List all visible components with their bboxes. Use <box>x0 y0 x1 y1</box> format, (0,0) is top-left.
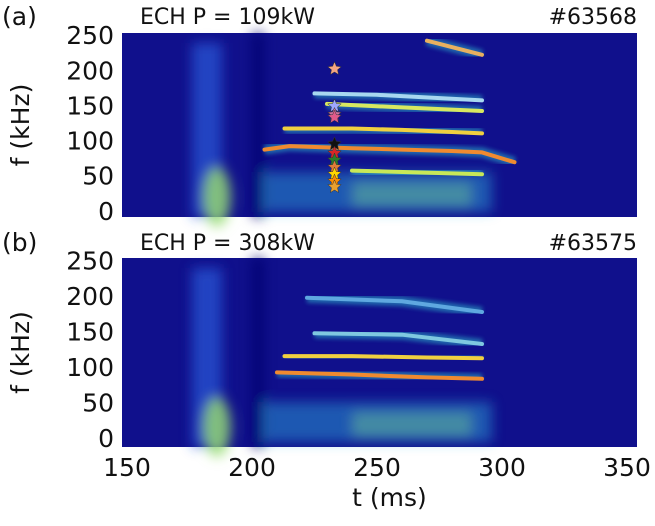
x-tick-label: 200 <box>228 453 276 482</box>
gap <box>252 33 264 217</box>
mode-line <box>305 295 484 314</box>
x-tick-label: 250 <box>353 453 401 482</box>
mode-line <box>312 331 484 346</box>
burst-core <box>203 167 231 227</box>
star-marker <box>327 61 342 76</box>
x-tick-label: 350 <box>603 453 651 482</box>
y-tick-label: 150 <box>66 317 114 346</box>
y-tick-label: 250 <box>66 21 114 50</box>
y-tick-label: 100 <box>66 127 114 156</box>
shot-number: #63575 <box>549 231 637 256</box>
y-tick-label: 150 <box>66 91 114 120</box>
panel-title: ECH P = 308kW <box>140 231 315 256</box>
x-tick-label: 150 <box>103 453 151 482</box>
noise <box>192 258 492 457</box>
y-tick-label: 50 <box>82 162 114 191</box>
panel-title: ECH P = 109kW <box>140 5 315 30</box>
y-tick-label: 200 <box>66 56 114 85</box>
star-marker <box>327 109 342 124</box>
noise <box>192 33 492 227</box>
mode-line <box>312 91 484 103</box>
x-tick-label: 300 <box>478 453 526 482</box>
panel-label: (a) <box>2 2 37 31</box>
y-tick-label: 0 <box>98 197 114 226</box>
shot-number: #63568 <box>549 5 637 30</box>
mode-line <box>425 38 484 57</box>
y-tick-label: 250 <box>66 246 114 275</box>
burst-core <box>203 397 231 457</box>
panel-label: (b) <box>2 228 37 257</box>
y-axis-label: f (kHz) <box>6 84 35 167</box>
mode-line <box>350 168 484 177</box>
star-marker <box>327 179 342 194</box>
mode-line <box>325 101 484 113</box>
low-noise <box>352 412 472 437</box>
gap <box>252 258 264 447</box>
low-noise <box>352 182 472 207</box>
x-axis-label: t (ms) <box>352 483 427 512</box>
mode-line <box>262 144 517 165</box>
y-tick-label: 200 <box>66 282 114 311</box>
y-tick-label: 0 <box>98 424 114 453</box>
y-tick-label: 100 <box>66 353 114 382</box>
mode-line <box>282 354 484 361</box>
mode-line <box>275 370 484 381</box>
mode-line <box>282 126 484 136</box>
y-axis-label: f (kHz) <box>6 311 35 394</box>
y-tick-label: 50 <box>82 388 114 417</box>
